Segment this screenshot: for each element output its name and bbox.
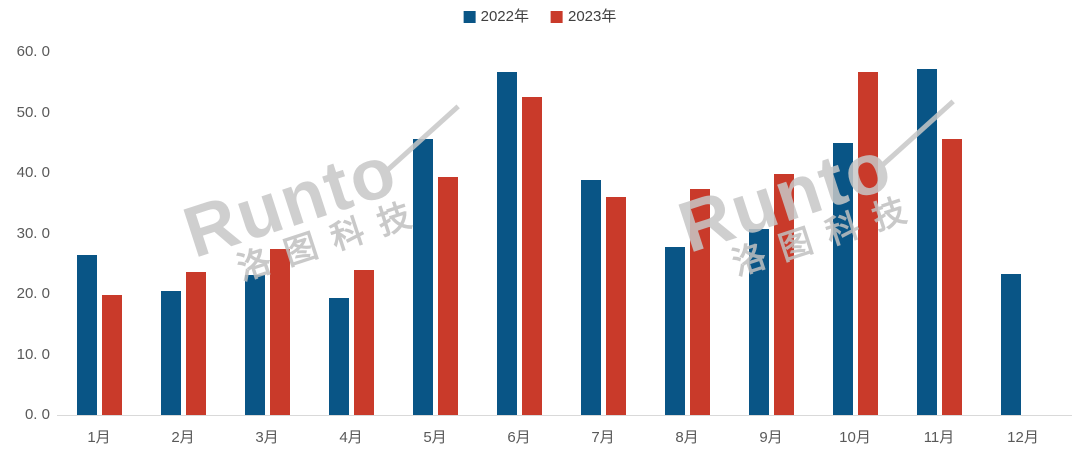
bar-2022年-6月 bbox=[496, 71, 517, 415]
legend-label-2022: 2022年 bbox=[480, 8, 529, 25]
y-tick-label: 50. 0 bbox=[16, 103, 50, 121]
legend-item-2023: 2023年 bbox=[551, 9, 616, 24]
bar-2023年-4月 bbox=[353, 269, 374, 415]
x-tick-label-10月: 10月 bbox=[839, 429, 871, 446]
x-tick-label-4月: 4月 bbox=[339, 429, 363, 446]
bar-2023年-9月 bbox=[773, 173, 794, 415]
bar-2022年-1月 bbox=[76, 254, 97, 415]
x-axis-line bbox=[57, 415, 1072, 416]
bar-2022年-10月 bbox=[832, 142, 853, 415]
bar-2023年-6月 bbox=[521, 97, 542, 415]
bar-group-3月 bbox=[225, 52, 309, 415]
bar-2022年-4月 bbox=[328, 297, 349, 415]
y-tick-label: 60. 0 bbox=[16, 43, 50, 60]
x-tick-label-6月: 6月 bbox=[507, 429, 531, 446]
bar-2023年-10月 bbox=[857, 71, 878, 415]
legend-swatch-2022-icon bbox=[463, 10, 476, 23]
y-tick-label: 10. 0 bbox=[16, 345, 50, 363]
bar-group-5月 bbox=[393, 52, 477, 415]
x-tick-label-3月: 3月 bbox=[255, 429, 279, 446]
y-tick-label: 30. 0 bbox=[16, 224, 50, 242]
x-axis-labels: 1月 2月 3月 4月 5月 6月 7月 8月 9月 10月 11月 12月 bbox=[57, 426, 1065, 447]
x-tick-label-2月: 2月 bbox=[171, 429, 195, 446]
x-tick-label-12月: 12月 bbox=[1007, 429, 1039, 446]
bar-group-12月 bbox=[981, 52, 1065, 415]
bar-2023年-11月 bbox=[941, 138, 962, 415]
bar-group-11月 bbox=[897, 52, 981, 415]
bar-group-9月 bbox=[729, 52, 813, 415]
x-tick-label-9月: 9月 bbox=[759, 429, 783, 446]
x-tick-label-11月: 11月 bbox=[923, 429, 955, 446]
bar-2022年-12月 bbox=[1000, 274, 1021, 415]
bar-group-6月 bbox=[477, 52, 561, 415]
bar-2023年-7月 bbox=[605, 197, 626, 415]
bar-2022年-8月 bbox=[664, 246, 685, 415]
bar-2023年-8月 bbox=[689, 188, 710, 415]
bar-2022年-7月 bbox=[580, 179, 601, 415]
bar-group-7月 bbox=[561, 52, 645, 415]
x-tick-label-7月: 7月 bbox=[591, 429, 615, 446]
bar-group-10月 bbox=[813, 52, 897, 415]
bar-groups bbox=[57, 52, 1065, 415]
bar-2022年-11月 bbox=[916, 68, 937, 415]
bar-group-2月 bbox=[141, 52, 225, 415]
bar-2022年-2月 bbox=[160, 290, 181, 415]
plot-area bbox=[57, 52, 1065, 415]
bar-group-8月 bbox=[645, 52, 729, 415]
x-tick-label-1月: 1月 bbox=[87, 429, 111, 446]
y-tick-label: 40. 0 bbox=[16, 164, 50, 181]
y-tick-label: 20. 0 bbox=[16, 285, 50, 302]
bar-2023年-1月 bbox=[101, 295, 122, 415]
bar-2022年-5月 bbox=[412, 138, 433, 415]
x-tick-label-5月: 5月 bbox=[423, 429, 447, 446]
legend: 2022年 2023年 bbox=[463, 8, 616, 25]
bar-group-4月 bbox=[309, 52, 393, 415]
bar-group-1月 bbox=[57, 52, 141, 415]
legend-swatch-2023-icon bbox=[551, 10, 563, 23]
bar-2023年-5月 bbox=[437, 176, 458, 415]
bar-2022年-9月 bbox=[748, 229, 769, 415]
bar-2023年-2月 bbox=[185, 272, 206, 415]
legend-label-2023: 2023年 bbox=[568, 8, 617, 25]
y-tick-label: 0. 0 bbox=[24, 406, 50, 423]
x-tick-label-8月: 8月 bbox=[675, 429, 699, 446]
bar-2022年-3月 bbox=[244, 275, 265, 415]
legend-item-2022: 2022年 bbox=[463, 8, 529, 25]
bar-2023年-3月 bbox=[269, 248, 290, 415]
